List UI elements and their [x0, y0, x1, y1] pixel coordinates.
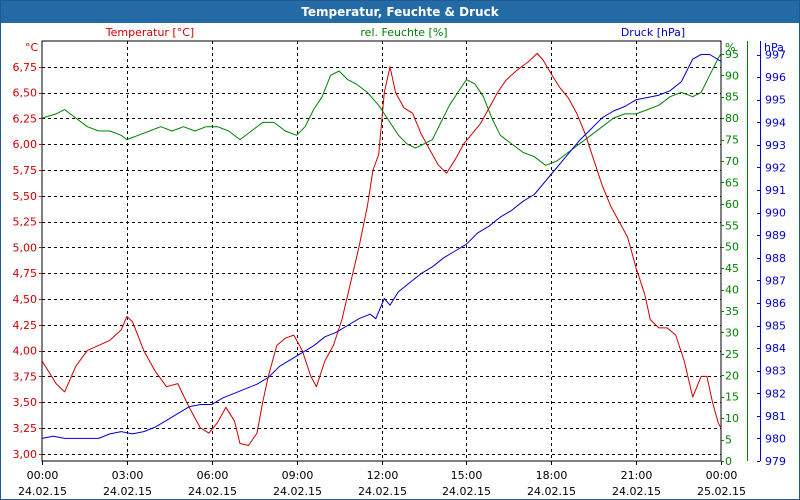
x-tick-date: 24.02.15 [18, 485, 67, 498]
x-tick-date: 24.02.15 [103, 485, 152, 498]
humidity-tick-label: 5 [725, 434, 732, 447]
x-tick-time: 15:00 [451, 469, 483, 482]
temp-tick-label: 5,75 [13, 164, 38, 177]
temp-tick-label: 6,75 [13, 61, 38, 74]
x-tick-time: 18:00 [536, 469, 568, 482]
humidity-tick-label: 25 [725, 348, 739, 361]
temp-tick-label: 5,00 [13, 241, 38, 254]
x-tick-date: 24.02.15 [527, 485, 576, 498]
x-tick-date: 24.02.15 [273, 485, 322, 498]
temp-tick-label: 5,50 [13, 190, 38, 203]
x-tick-time: 00:00 [706, 469, 738, 482]
temp-tick-label: 4,75 [13, 267, 38, 280]
pressure-tick-label: 985 [765, 320, 786, 333]
temp-tick-label: 6,00 [13, 138, 38, 151]
temp-tick-label: 3,00 [13, 448, 38, 461]
humidity-tick-label: 55 [725, 219, 739, 232]
temp-unit-label: °C [25, 41, 39, 54]
humidity-axis-title: rel. Feuchte [%] [360, 26, 447, 39]
pressure-tick-label: 984 [765, 342, 786, 355]
humidity-tick-label: 45 [725, 262, 739, 275]
temp-tick-label: 5,25 [13, 216, 38, 229]
axes: 00:00 24.02.15 03:00 24.02.15 06:00 24.02.15 0… [13, 26, 787, 498]
grid [41, 40, 722, 462]
humidity-series-line [41, 53, 722, 166]
humidity-tick-label: 85 [725, 91, 739, 104]
pressure-tick-label: 989 [765, 229, 786, 242]
humidity-tick-label: 40 [725, 284, 739, 297]
humidity-tick-label: 20 [725, 369, 739, 382]
pressure-unit-label: hPa [764, 41, 784, 54]
x-tick-time: 09:00 [282, 469, 314, 482]
humidity-tick-label: 10 [725, 412, 739, 425]
temp-tick-label: 4,25 [13, 319, 38, 332]
pressure-tick-label: 990 [765, 207, 786, 220]
temp-tick-label: 4,50 [13, 293, 38, 306]
pressure-tick-label: 993 [765, 139, 786, 152]
temp-tick-label: 6,25 [13, 112, 38, 125]
pressure-tick-label: 983 [765, 365, 786, 378]
pressure-tick-label: 997 [765, 49, 786, 62]
pressure-tick-label: 981 [765, 410, 786, 423]
pressure-tick-label: 982 [765, 387, 786, 400]
pressure-tick-label: 988 [765, 252, 786, 265]
temp-tick-label: 3,50 [13, 396, 38, 409]
humidity-tick-label: 50 [725, 241, 739, 254]
x-tick-time: 12:00 [367, 469, 399, 482]
humidity-tick-label: 60 [725, 198, 739, 211]
humidity-tick-label: 15 [725, 391, 739, 404]
humidity-tick-label: 30 [725, 326, 739, 339]
humidity-tick-label: 65 [725, 176, 739, 189]
plot-area [41, 40, 722, 462]
temp-tick-label: 3,25 [13, 422, 38, 435]
pressure-tick-label: 986 [765, 297, 786, 310]
pressure-tick-label: 996 [765, 71, 786, 84]
x-tick-time: 03:00 [112, 469, 144, 482]
pressure-tick-label: 994 [765, 116, 786, 129]
pressure-tick-label: 995 [765, 94, 786, 107]
humidity-tick-label: 95 [725, 48, 739, 61]
temperature-axis-title: Temperatur [°C] [105, 26, 194, 39]
temp-tick-label: 3,75 [13, 370, 38, 383]
temperature-series-line [41, 52, 722, 446]
pressure-tick-label: 991 [765, 184, 786, 197]
pressure-tick-label: 980 [765, 432, 786, 445]
x-tick-time: 00:00 [27, 469, 59, 482]
humidity-tick-label: 70 [725, 155, 739, 168]
x-tick-date: 25.02.15 [697, 485, 746, 498]
pressure-tick-label: 987 [765, 274, 786, 287]
x-tick-date: 24.02.15 [358, 485, 407, 498]
humidity-tick-label: 75 [725, 134, 739, 147]
humidity-tick-label: 80 [725, 112, 739, 125]
temp-tick-label: 4,00 [13, 345, 38, 358]
chart-title: Temperatur, Feuchte & Druck [1, 1, 799, 23]
pressure-series-line [41, 54, 722, 439]
pressure-tick-label: 979 [765, 455, 786, 468]
pressure-axis-title: Druck [hPa] [621, 26, 685, 39]
temp-tick-label: 6,50 [13, 87, 38, 100]
humidity-tick-label: 35 [725, 305, 739, 318]
humidity-unit-label: % [725, 41, 735, 54]
x-tick-date: 24.02.15 [442, 485, 491, 498]
x-tick-date: 24.02.15 [612, 485, 661, 498]
humidity-tick-label: 90 [725, 69, 739, 82]
humidity-tick-label: 0 [725, 455, 732, 468]
pressure-tick-label: 992 [765, 161, 786, 174]
x-tick-time: 21:00 [621, 469, 653, 482]
series-lines [41, 52, 722, 446]
x-tick-date: 24.02.15 [188, 485, 237, 498]
x-tick-time: 06:00 [197, 469, 229, 482]
